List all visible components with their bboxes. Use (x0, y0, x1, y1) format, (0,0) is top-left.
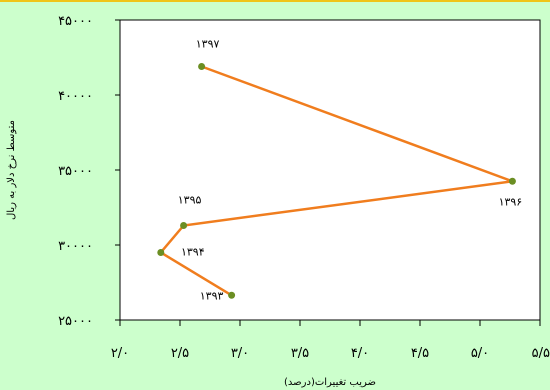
x-tick-label: ۳/۰ (231, 346, 249, 361)
y-axis: ۲۵۰۰۰ ۳۰۰۰۰ ۳۵۰۰۰ ۴۰۰۰۰ ۴۵۰۰۰ (58, 14, 120, 329)
y-tick-label: ۴۰۰۰۰ (58, 89, 93, 104)
plot-area (119, 19, 541, 321)
y-tick-label: ۳۵۰۰۰ (58, 164, 93, 179)
data-point (508, 177, 516, 185)
x-tick-label: ۳/۵ (291, 346, 309, 361)
top-border (0, 0, 550, 2)
point-label: ۱۳۹۴ (181, 246, 205, 259)
point-labels: ۱۳۹۳ ۱۳۹۴ ۱۳۹۵ ۱۳۹۶ ۱۳۹۷ (178, 38, 522, 303)
series-markers (157, 63, 516, 299)
point-label: ۱۳۹۶ (499, 195, 523, 208)
x-axis-title: ضریب تغییرات(درصد) (284, 377, 376, 388)
point-label: ۱۳۹۷ (196, 38, 220, 51)
x-tick-label: ۴/۰ (351, 346, 369, 361)
y-tick-label: ۲۵۰۰۰ (58, 314, 93, 329)
x-tick-label: ۲/۵ (171, 346, 189, 361)
y-axis-title: متوسط نرخ دلار به ریال (6, 120, 17, 220)
x-tick-label: ۵/۰ (471, 346, 489, 361)
data-point (157, 249, 165, 256)
x-tick-label: ۴/۵ (411, 346, 429, 361)
y-tick-label: ۳۰۰۰۰ (58, 239, 93, 254)
data-point (198, 63, 206, 70)
x-axis: ۲/۰ ۲/۵ ۳/۰ ۳/۵ ۴/۰ ۴/۵ ۵/۰ ۵/۵ (111, 320, 550, 361)
x-tick-label: ۵/۵ (532, 346, 550, 361)
x-tick-label: ۲/۰ (111, 346, 129, 361)
y-tick-label: ۴۵۰۰۰ (58, 14, 93, 29)
data-point (228, 291, 236, 299)
point-label: ۱۳۹۵ (178, 194, 202, 207)
data-point (180, 222, 188, 229)
point-label: ۱۳۹۳ (200, 289, 224, 302)
